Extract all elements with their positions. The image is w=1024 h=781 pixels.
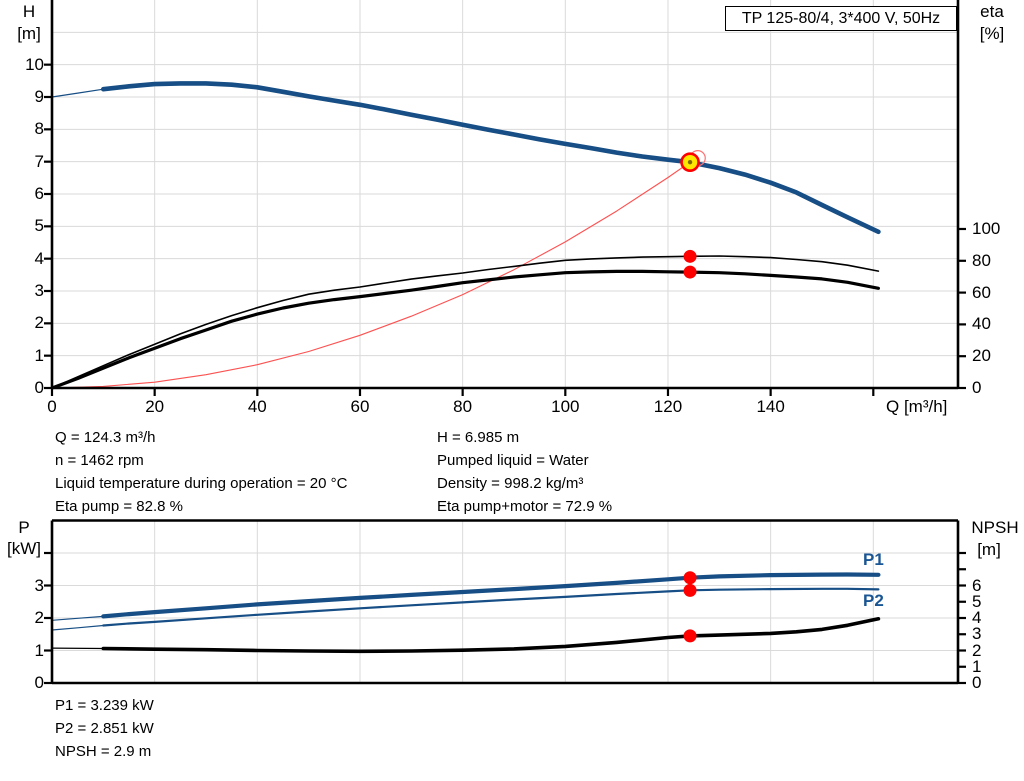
npsh-axis-unit: [m]	[977, 540, 1001, 559]
h-axis-tick-label: 3	[34, 281, 44, 300]
eta-axis-tick-label: 20	[972, 346, 991, 366]
result-p2: P2 = 2.851 kW	[55, 720, 154, 737]
duty-point-center	[687, 159, 693, 165]
q-axis-tick-label: 80	[453, 397, 473, 416]
h-axis-tick-label: 5	[34, 216, 44, 236]
p1-dot	[683, 571, 697, 585]
result-density: Density = 998.2 kg/m³	[437, 475, 584, 492]
h-axis-tick-label: 2	[34, 313, 44, 333]
h-axis-tick-label: 10	[25, 54, 44, 74]
q-axis-tick-label: 40	[247, 397, 267, 416]
q-axis-tick-label: 140	[756, 397, 785, 416]
npsh-axis-tick-label: 6	[972, 575, 982, 595]
eta-pump-dot	[683, 249, 697, 263]
result-speed: n = 1462 rpm	[55, 452, 144, 469]
q-axis-tick-label: 20	[145, 397, 165, 416]
npsh-dot	[683, 629, 697, 643]
q-axis-tick-label: 120	[653, 397, 683, 416]
eta-total-curve	[50, 269, 881, 390]
eta-total-dot	[683, 265, 697, 279]
p-axis-unit: [kW]	[7, 539, 41, 558]
eta-axis-tick-label: 0	[972, 378, 982, 397]
p1-series-label: P1	[863, 550, 884, 569]
npsh-axis-tick-label: 1	[972, 656, 982, 676]
result-liquid-temp: Liquid temperature during operation = 20…	[55, 475, 348, 492]
h-axis-tick-label: 6	[34, 184, 44, 203]
eta-axis-title: eta	[980, 2, 1004, 21]
npsh-axis-tick-label: 3	[972, 624, 982, 644]
h-axis-tick-label: 0	[34, 378, 44, 397]
p-axis-title: P	[18, 518, 30, 537]
npsh-axis-tick-label: 0	[972, 673, 982, 692]
p2-curve	[102, 587, 880, 627]
h-axis-title: H	[22, 2, 36, 21]
eta-axis-tick-label: 100	[972, 218, 1001, 238]
h-axis-tick-label: 8	[34, 119, 44, 139]
result-head: H = 6.985 m	[437, 429, 520, 446]
system-curve	[51, 161, 691, 389]
p2-series-label: P2	[863, 591, 884, 610]
eta-pump-curve	[51, 255, 880, 389]
p-axis-tick-label: 2	[34, 608, 44, 627]
p1-curve	[101, 572, 881, 619]
q-axis-tick-label: 60	[350, 397, 370, 416]
p2-dot	[683, 583, 697, 597]
pump-type-box: TP 125-80/4, 3*400 V, 50Hz	[725, 6, 957, 31]
result-liquid: Pumped liquid = Water	[437, 452, 589, 469]
result-eta-pump: Eta pump = 82.8 %	[55, 498, 183, 515]
result-flow: Q = 124.3 m³/h	[55, 429, 156, 446]
eta-axis-tick-label: 40	[972, 314, 991, 334]
eta-axis-unit: [%]	[979, 24, 1005, 43]
npsh-curve	[101, 616, 881, 654]
p-axis-tick-label: 0	[34, 673, 44, 692]
q-axis-title: Q [m³/h]	[886, 397, 948, 416]
pump-type-label: TP 125-80/4, 3*400 V, 50Hz	[741, 10, 941, 27]
p-axis-tick-label: 3	[34, 575, 44, 595]
npsh-axis-title: NPSH	[971, 518, 1019, 537]
result-eta-total: Eta pump+motor = 72.9 %	[437, 498, 613, 515]
hq-curve	[101, 81, 881, 235]
result-npsh: NPSH = 2.9 m	[55, 743, 152, 760]
h-axis-tick-label: 9	[34, 87, 44, 106]
eta-axis-tick-label: 80	[972, 250, 991, 270]
npsh-axis-tick-label: 4	[972, 608, 982, 627]
p-axis-tick-label: 1	[34, 640, 44, 660]
q-axis-tick-label: 100	[551, 397, 580, 416]
h-axis-tick-label: 4	[34, 248, 44, 268]
h-axis-tick-label: 7	[34, 151, 44, 171]
q-axis-tick-label: 0	[47, 397, 57, 416]
npsh-axis-tick-label: 5	[972, 591, 982, 611]
h-axis-tick-label: 1	[34, 345, 44, 365]
h-axis-unit: [m]	[17, 24, 41, 43]
result-p1: P1 = 3.239 kW	[55, 697, 154, 714]
eta-axis-tick-label: 60	[972, 282, 991, 302]
npsh-axis-tick-label: 2	[972, 640, 982, 660]
